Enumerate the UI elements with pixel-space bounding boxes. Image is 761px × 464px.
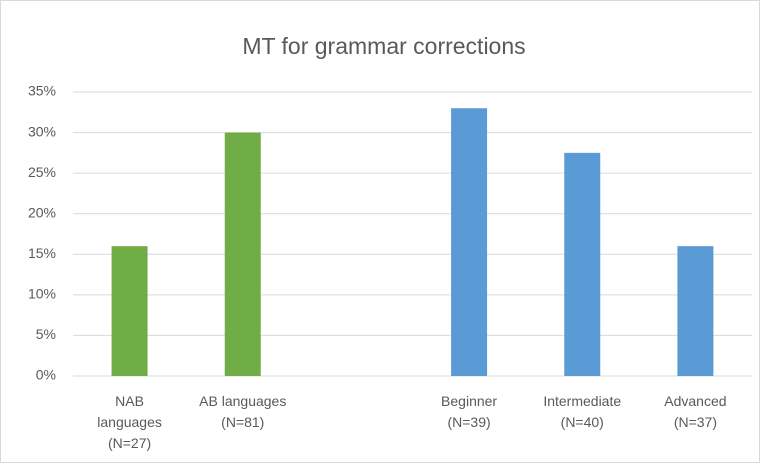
y-tick-label: 15% — [28, 245, 56, 261]
x-tick-label: AB languages (N=81) — [199, 393, 286, 430]
bar — [224, 132, 261, 376]
bar — [451, 108, 488, 376]
bar — [677, 246, 714, 376]
bar — [564, 152, 601, 376]
x-tick-label: Beginner (N=39) — [441, 393, 497, 430]
bar — [111, 246, 148, 376]
y-tick-label: 0% — [36, 367, 56, 383]
x-tick-label: Intermediate (N=40) — [543, 393, 621, 430]
y-tick-label: 30% — [28, 123, 56, 139]
y-tick-label: 20% — [28, 204, 56, 220]
y-tick-label: 25% — [28, 164, 56, 180]
x-tick-label: Advanced (N=37) — [664, 393, 726, 430]
x-tick-label: NAB languages (N=27) — [97, 393, 162, 451]
chart-title: MT for grammar corrections — [242, 33, 525, 59]
y-tick-label: 5% — [36, 326, 56, 342]
y-tick-label: 35% — [28, 83, 56, 99]
y-tick-label: 10% — [28, 286, 56, 302]
